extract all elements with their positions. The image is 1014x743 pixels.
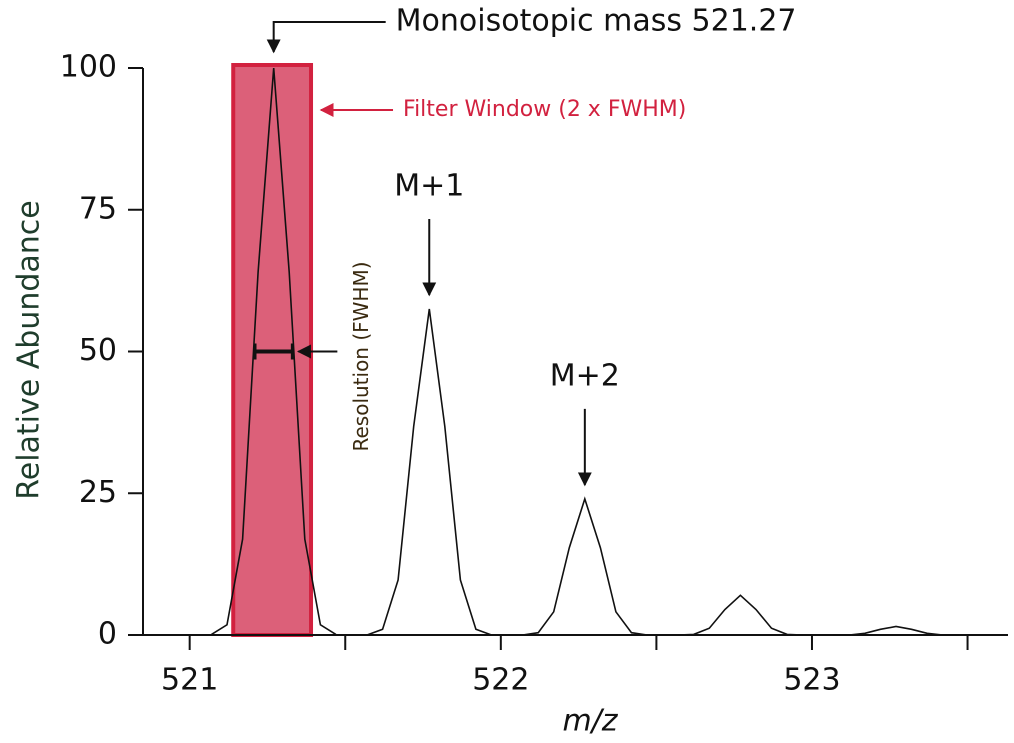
y-tick-label: 50 <box>79 333 117 368</box>
annotation-arrow <box>266 21 386 54</box>
y-axis-label: Relative Abundance <box>12 200 47 500</box>
annotation: Monoisotopic mass 521.27 <box>396 4 797 39</box>
annotation: M+1 <box>394 168 464 203</box>
x-axis-label: m/z <box>562 704 618 739</box>
x-tick-label: 523 <box>783 663 840 698</box>
y-tick-label: 0 <box>98 617 117 652</box>
y-tick-label: 75 <box>79 191 117 226</box>
x-tick-label: 522 <box>472 663 529 698</box>
spectrum-line <box>211 67 959 636</box>
y-tick-label: 100 <box>60 50 117 85</box>
y-tick-label: 25 <box>79 475 117 510</box>
annotation: M+2 <box>550 358 620 393</box>
fwhm-label: Resolution (FWHM) <box>349 261 373 451</box>
filter-label: Filter Window (2 x FWHM) <box>403 97 686 122</box>
x-tick-label: 521 <box>161 663 218 698</box>
